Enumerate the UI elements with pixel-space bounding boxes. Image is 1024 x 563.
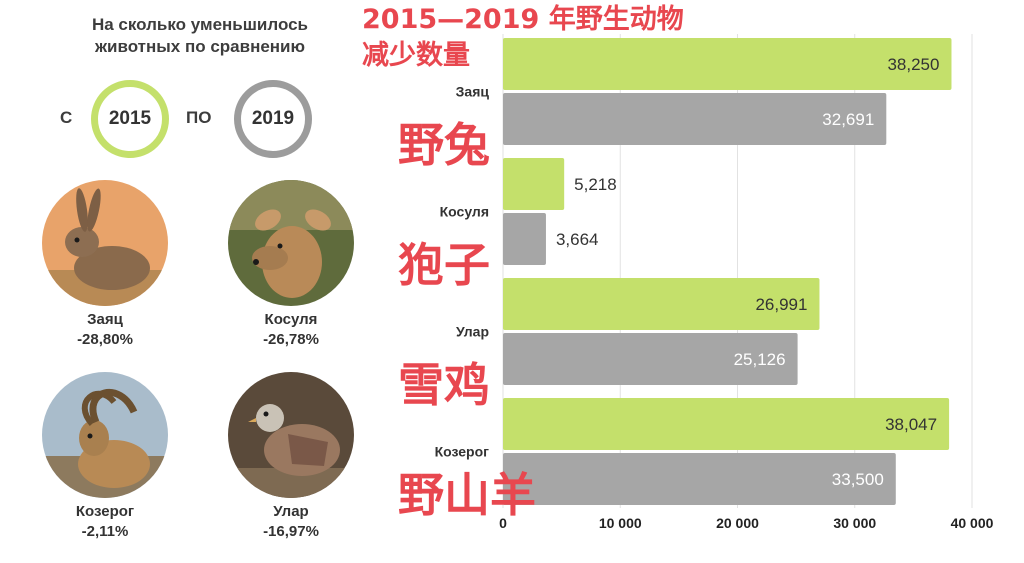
data-label: 5,218 (574, 175, 617, 194)
x-tick-label: 10 000 (599, 515, 642, 531)
data-label: 38,047 (885, 415, 937, 434)
roe-deer-caption: Косуля -26,78% (221, 310, 361, 350)
ibex-photo (42, 372, 168, 498)
snowcock-change: -16,97% (263, 523, 319, 540)
data-label: 25,126 (734, 350, 786, 369)
data-label: 33,500 (832, 470, 884, 489)
snowcock-name: Улар (273, 503, 309, 520)
year-from-ring: 2015 (91, 80, 169, 158)
data-label: 38,250 (887, 55, 939, 74)
x-tick-label: 0 (499, 515, 507, 531)
data-labels: 38,250 32,691 5,218 3,664 26,991 25,126 38,047… (556, 55, 940, 489)
bar (503, 93, 887, 145)
bar (503, 453, 896, 505)
bars (503, 38, 952, 505)
data-label: 32,691 (822, 110, 874, 129)
ibex-caption: Козерог -2,11% (35, 502, 175, 542)
category-labels: Заяц Косуля Улар Козерог (435, 84, 490, 460)
infographic-title-line1: На сколько уменьшилось (91, 15, 309, 34)
category-label: Улар (456, 324, 489, 340)
bar (503, 38, 952, 90)
x-tick-label: 20 000 (716, 515, 759, 531)
category-label: Косуля (440, 204, 489, 220)
category-label: Козерог (435, 444, 490, 460)
ibex-name: Козерог (75, 503, 135, 520)
to-word: ПО (186, 108, 212, 127)
overlay-title-line2: 减少数量 (362, 40, 470, 71)
infographic-title-line2: животных по сравнению (94, 37, 306, 56)
overlay-label-snowcock: 雪鸡 (398, 358, 490, 412)
overlay-label-roe-deer: 狍子 (398, 238, 490, 292)
bar (503, 278, 820, 330)
snowcock-caption: Улар -16,97% (221, 502, 361, 542)
year-to-ring: 2019 (234, 80, 312, 158)
hare-change: -28,80% (77, 331, 133, 348)
bar (503, 398, 950, 450)
year-from: 2015 (108, 108, 152, 129)
infographic-title: На сколько уменьшилось животных по сравн… (40, 14, 360, 58)
ibex-change: -2,11% (81, 523, 129, 540)
bar (503, 158, 565, 210)
bar (503, 213, 546, 265)
hare-name: Заяц (87, 311, 123, 328)
bar (503, 333, 798, 385)
overlay-label-hare: 野兔 (398, 118, 490, 172)
x-tick-label: 30 000 (833, 515, 876, 531)
category-label: Заяц (456, 84, 490, 100)
data-label: 26,991 (755, 295, 807, 314)
data-label: 3,664 (556, 230, 599, 249)
overlay-label-ibex: 野山羊 (398, 468, 536, 522)
x-axis-ticks: 0 10 000 20 000 30 000 40 000 (499, 515, 994, 531)
year-to: 2019 (251, 108, 295, 129)
overlay-title-line1: 2015—2019 年野生动物 (362, 4, 684, 35)
x-tick-label: 40 000 (951, 515, 994, 531)
from-word: С (60, 108, 73, 127)
roe-deer-change: -26,78% (263, 331, 319, 348)
hare-caption: Заяц -28,80% (35, 310, 175, 350)
roe-deer-name: Косуля (264, 311, 318, 328)
